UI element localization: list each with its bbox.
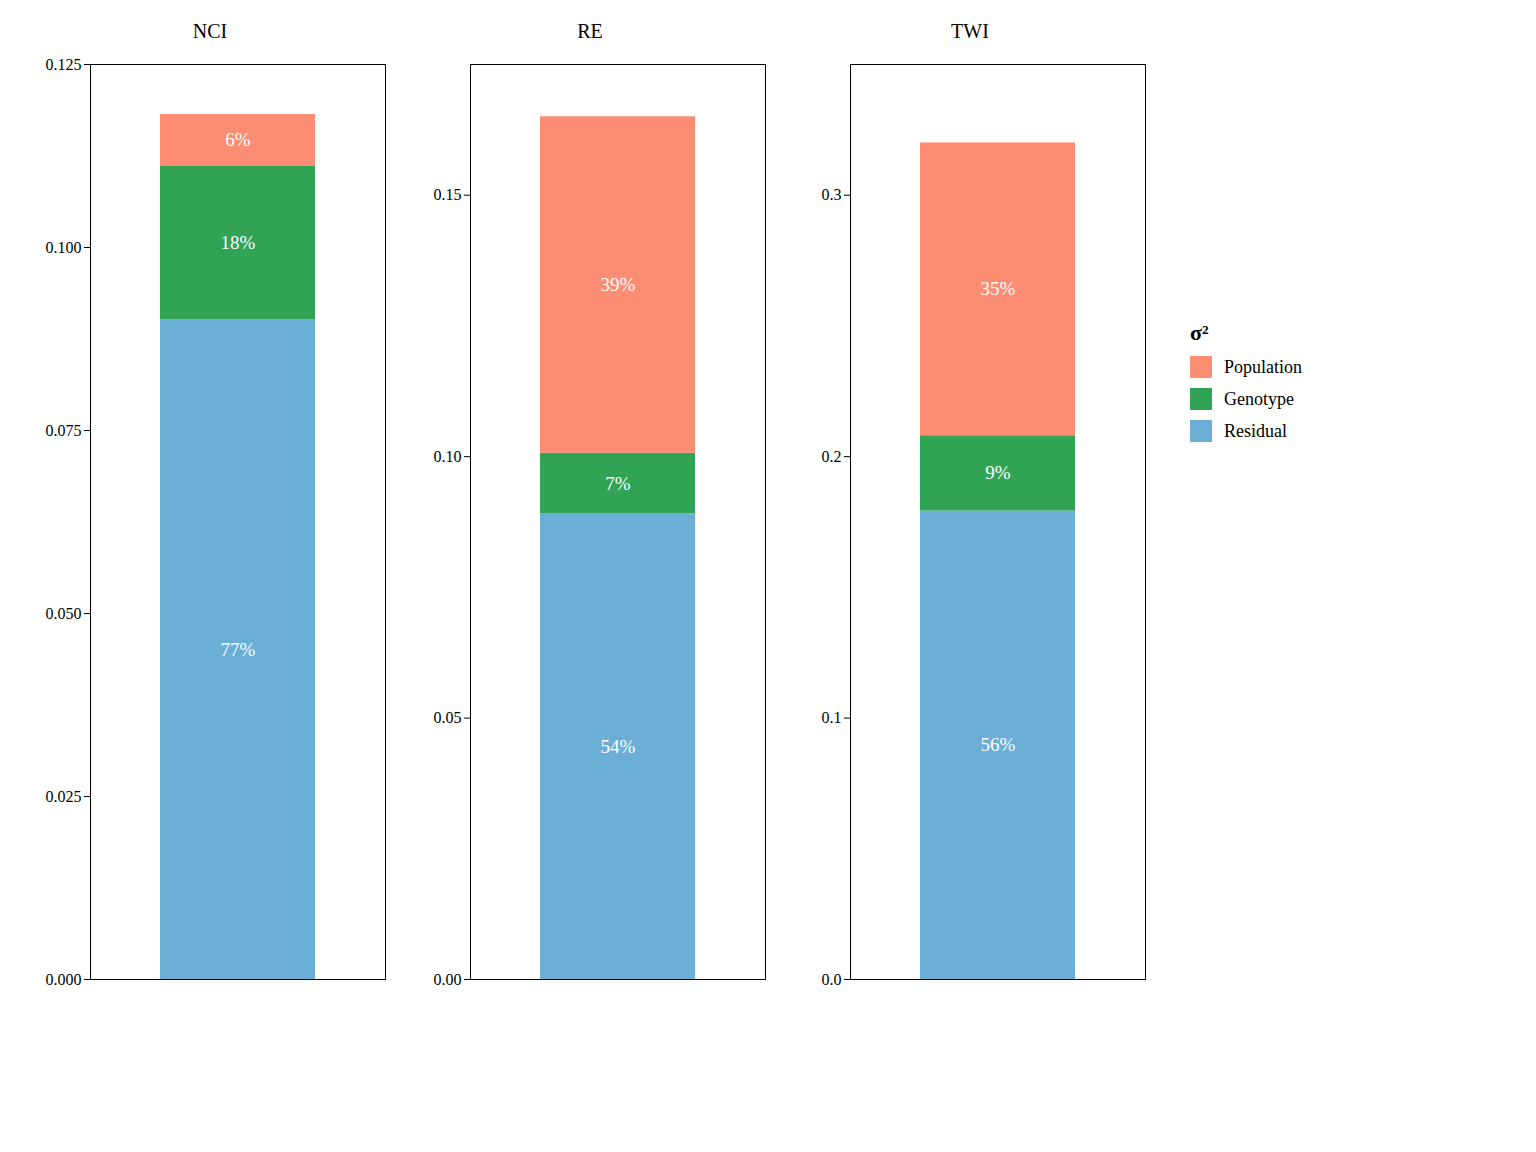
html-text:RE: RE <box>577 20 603 42</box>
svg-text:39%: 39% <box>601 274 636 295</box>
svg-text:9%: 9% <box>985 462 1011 483</box>
svg-text:0.100: 0.100 <box>46 239 82 256</box>
html-text:Genotype: Genotype <box>1224 388 1294 409</box>
svg-text:77%: 77% <box>221 639 256 660</box>
svg-text:54%: 54% <box>601 736 636 757</box>
svg-text:0.15: 0.15 <box>434 186 462 203</box>
svg-text:0.050: 0.050 <box>46 605 82 622</box>
svg-text:0.025: 0.025 <box>46 788 82 805</box>
svg-text:0.00: 0.00 <box>434 971 462 988</box>
svg-text:0.10: 0.10 <box>434 448 462 465</box>
svg-text:0.05: 0.05 <box>434 709 462 726</box>
svg-text:0.0: 0.0 <box>822 971 842 988</box>
html-text:TWI: TWI <box>951 20 989 42</box>
svg-text:7%: 7% <box>605 473 631 494</box>
html-text:σ²: σ² <box>1190 320 1209 345</box>
svg-text:0.1: 0.1 <box>822 709 842 726</box>
svg-text:0.2: 0.2 <box>822 448 842 465</box>
svg-text:18%: 18% <box>221 232 256 253</box>
html-text:Population: Population <box>1224 356 1302 377</box>
svg-text:35%: 35% <box>981 278 1016 299</box>
svg-text:0.125: 0.125 <box>46 56 82 73</box>
html-text:Residual: Residual <box>1224 420 1287 441</box>
svg-text:56%: 56% <box>981 734 1016 755</box>
svg-text:6%: 6% <box>225 129 251 150</box>
svg-text:0.000: 0.000 <box>46 971 82 988</box>
svg-text:0.3: 0.3 <box>822 186 842 203</box>
html-text:NCI: NCI <box>192 20 228 42</box>
svg-text:0.075: 0.075 <box>46 422 82 439</box>
